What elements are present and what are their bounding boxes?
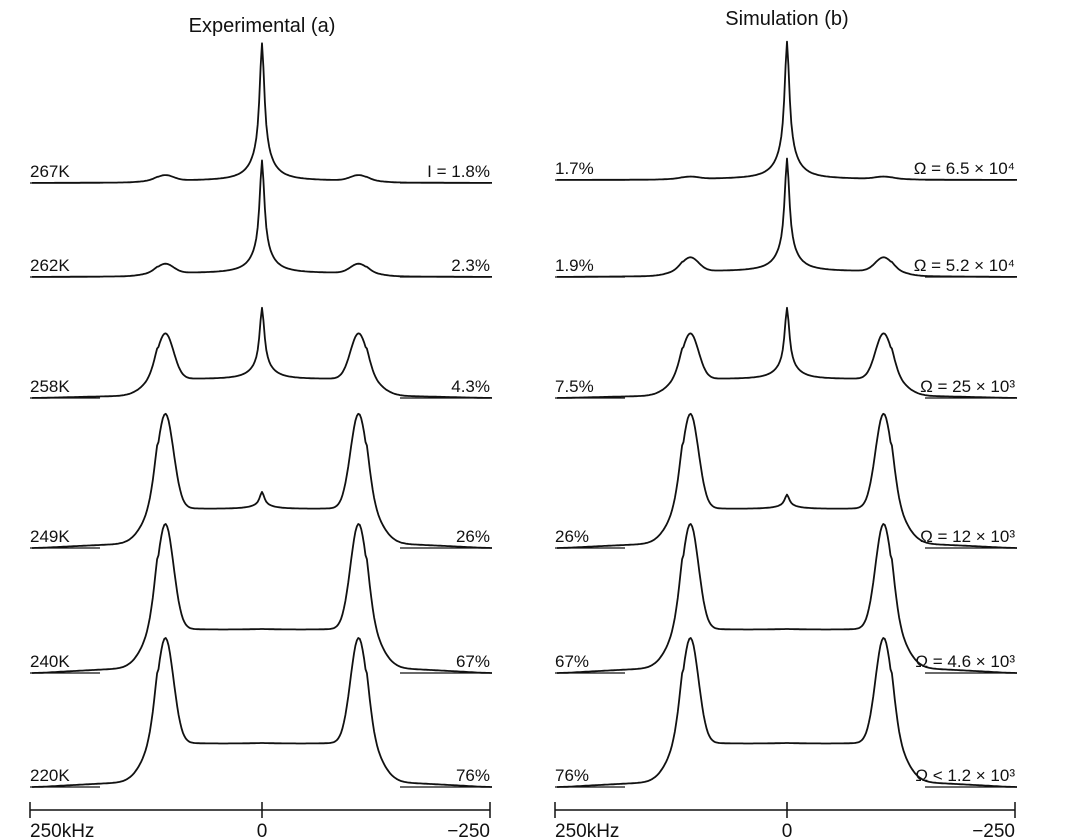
spectrum-trace	[556, 306, 1018, 399]
spectrum-left-label: 220K	[30, 766, 70, 785]
spectrum-right-label: 4.3%	[451, 377, 490, 396]
spectrum-right-label: 26%	[456, 527, 490, 546]
spectrum-trace	[32, 523, 492, 674]
spectrum-right-label: Ω = 12 × 10³	[920, 527, 1015, 546]
spectrum-left-label: 249K	[30, 527, 70, 546]
x-tick-label: 250kHz	[555, 821, 619, 839]
panel-experimental: Experimental (a) 267K I = 1.8% 262K 2.3% 258…	[29, 15, 493, 839]
x-tick-label: −250	[972, 821, 1015, 839]
spectrum-left-label: 67%	[555, 652, 589, 671]
spectrum-trace	[557, 412, 1017, 549]
spectrum-left-label: 26%	[555, 527, 589, 546]
spectrum-left-label: 262K	[30, 256, 70, 275]
spectrum-left-label: 7.5%	[555, 377, 594, 396]
spectrum-trace	[32, 412, 492, 549]
spectrum-right-label: I = 1.8%	[427, 162, 490, 181]
x-tick-label: −250	[447, 821, 490, 839]
spectrum-right-label: Ω = 6.5 × 10⁴	[914, 159, 1015, 178]
spectrum-trace	[32, 159, 492, 278]
spectrum-right-label: 76%	[456, 766, 490, 785]
spectrum-trace	[557, 523, 1017, 674]
panel-title-simulation: Simulation (b)	[725, 8, 848, 30]
spectrum-left-label: 258K	[30, 377, 70, 396]
panel-simulation: Simulation (b) 1.7% Ω = 6.5 × 10⁴ 1.9% Ω = …	[554, 8, 1018, 839]
spectrum-right-label: Ω < 1.2 × 10³	[915, 766, 1015, 785]
spectrum-right-label: Ω = 4.6 × 10³	[915, 652, 1015, 671]
spectrum-right-label: Ω = 5.2 × 10⁴	[914, 256, 1015, 275]
spectrum-trace	[557, 157, 1017, 278]
spectrum-trace	[557, 637, 1017, 788]
x-tick-label: 250kHz	[30, 821, 94, 839]
spectrum-trace	[32, 637, 492, 788]
spectrum-right-label: 2.3%	[451, 256, 490, 275]
spectrum-left-label: 240K	[30, 652, 70, 671]
spectrum-right-label: 67%	[456, 652, 490, 671]
panel-title-experimental: Experimental (a)	[189, 15, 336, 37]
spectrum-right-label: Ω = 25 × 10³	[920, 377, 1015, 396]
spectrum-left-label: 267K	[30, 162, 70, 181]
spectrum-left-label: 76%	[555, 766, 589, 785]
x-tick-label: 0	[782, 821, 793, 839]
spectrum-trace	[31, 306, 493, 399]
spectrum-left-label: 1.9%	[555, 256, 594, 275]
x-tick-label: 0	[257, 821, 268, 839]
spectrum-left-label: 1.7%	[555, 159, 594, 178]
